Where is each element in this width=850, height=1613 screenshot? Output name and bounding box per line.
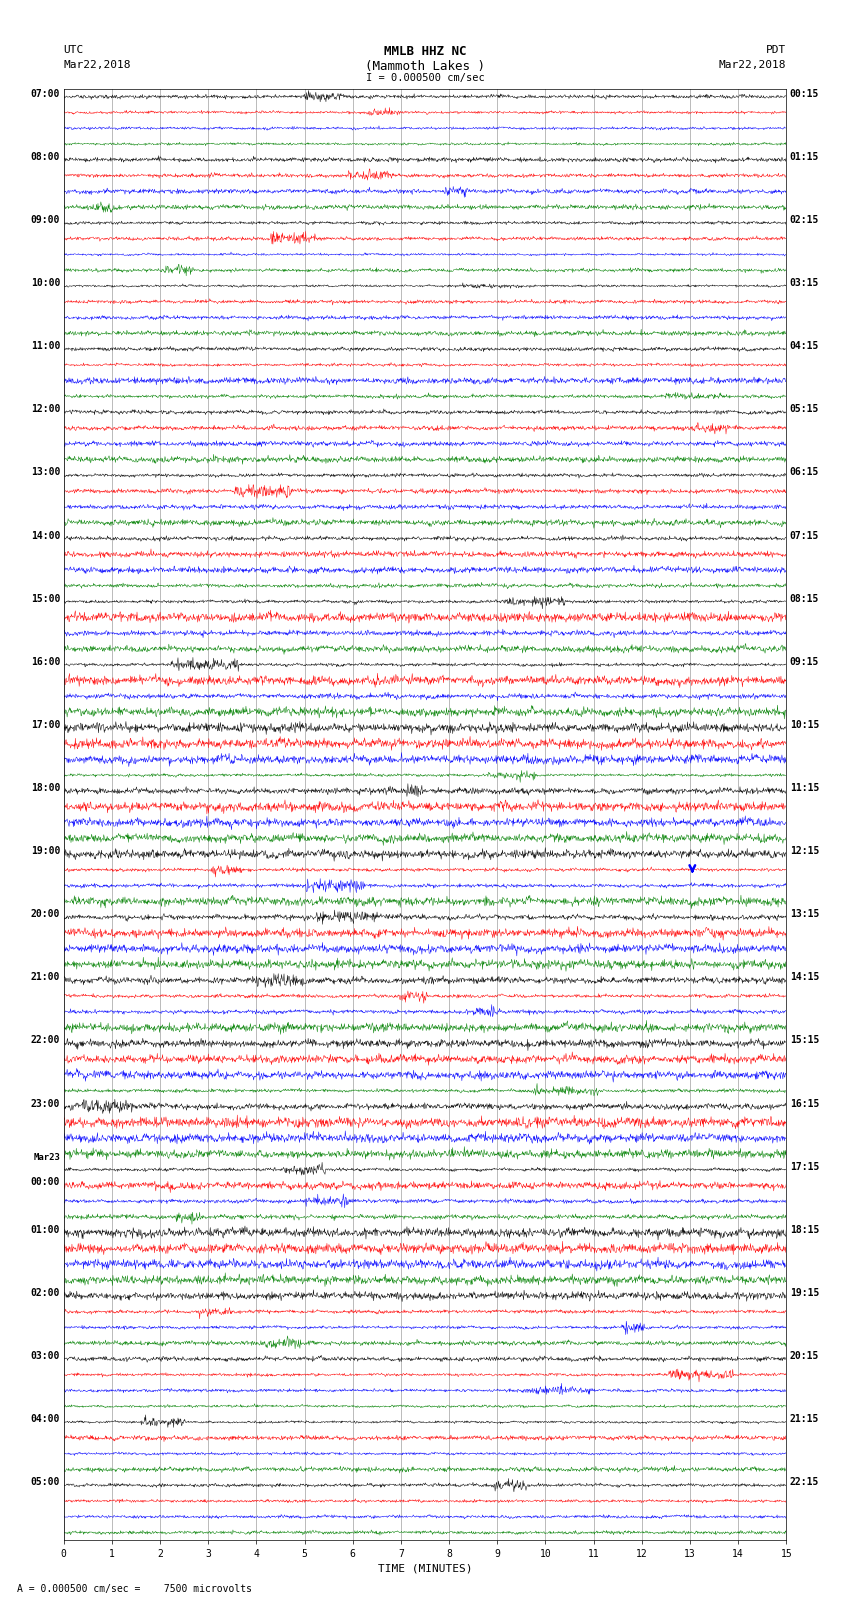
Text: 05:15: 05:15 <box>790 405 819 415</box>
Text: 15:00: 15:00 <box>31 594 60 603</box>
Text: 19:00: 19:00 <box>31 847 60 857</box>
Text: 08:00: 08:00 <box>31 152 60 161</box>
Text: 22:15: 22:15 <box>790 1478 819 1487</box>
Text: (Mammoth Lakes ): (Mammoth Lakes ) <box>365 60 485 73</box>
Text: 02:15: 02:15 <box>790 215 819 224</box>
Text: 17:15: 17:15 <box>790 1161 819 1171</box>
Text: 23:00: 23:00 <box>31 1098 60 1108</box>
Text: Mar22,2018: Mar22,2018 <box>64 60 131 69</box>
Text: 21:00: 21:00 <box>31 973 60 982</box>
Text: 16:15: 16:15 <box>790 1098 819 1108</box>
Text: 10:00: 10:00 <box>31 277 60 289</box>
Text: 14:15: 14:15 <box>790 973 819 982</box>
Text: 17:00: 17:00 <box>31 719 60 731</box>
Text: 14:00: 14:00 <box>31 531 60 540</box>
X-axis label: TIME (MINUTES): TIME (MINUTES) <box>377 1563 473 1574</box>
Text: Mar22,2018: Mar22,2018 <box>719 60 786 69</box>
Text: 11:15: 11:15 <box>790 782 819 794</box>
Text: Mar23: Mar23 <box>33 1153 60 1161</box>
Text: 03:00: 03:00 <box>31 1352 60 1361</box>
Text: 11:00: 11:00 <box>31 342 60 352</box>
Text: 08:15: 08:15 <box>790 594 819 603</box>
Text: 00:15: 00:15 <box>790 89 819 98</box>
Text: 01:15: 01:15 <box>790 152 819 161</box>
Text: 09:15: 09:15 <box>790 656 819 666</box>
Text: 22:00: 22:00 <box>31 1036 60 1045</box>
Text: A = 0.000500 cm/sec =    7500 microvolts: A = 0.000500 cm/sec = 7500 microvolts <box>17 1584 252 1594</box>
Text: I = 0.000500 cm/sec: I = 0.000500 cm/sec <box>366 73 484 82</box>
Text: 05:00: 05:00 <box>31 1478 60 1487</box>
Text: 00:00: 00:00 <box>31 1177 60 1187</box>
Text: 21:15: 21:15 <box>790 1415 819 1424</box>
Text: 20:00: 20:00 <box>31 910 60 919</box>
Text: PDT: PDT <box>766 45 786 55</box>
Text: 02:00: 02:00 <box>31 1287 60 1298</box>
Text: 20:15: 20:15 <box>790 1352 819 1361</box>
Text: 18:00: 18:00 <box>31 782 60 794</box>
Text: 04:00: 04:00 <box>31 1415 60 1424</box>
Text: UTC: UTC <box>64 45 84 55</box>
Text: 09:00: 09:00 <box>31 215 60 224</box>
Text: 12:00: 12:00 <box>31 405 60 415</box>
Text: 19:15: 19:15 <box>790 1287 819 1298</box>
Text: 12:15: 12:15 <box>790 847 819 857</box>
Text: 13:15: 13:15 <box>790 910 819 919</box>
Text: 18:15: 18:15 <box>790 1224 819 1236</box>
Text: 10:15: 10:15 <box>790 719 819 731</box>
Text: 16:00: 16:00 <box>31 656 60 666</box>
Text: 06:15: 06:15 <box>790 468 819 477</box>
Text: 04:15: 04:15 <box>790 342 819 352</box>
Text: 13:00: 13:00 <box>31 468 60 477</box>
Text: 07:00: 07:00 <box>31 89 60 98</box>
Text: MMLB HHZ NC: MMLB HHZ NC <box>383 45 467 58</box>
Text: 15:15: 15:15 <box>790 1036 819 1045</box>
Text: 03:15: 03:15 <box>790 277 819 289</box>
Text: 01:00: 01:00 <box>31 1224 60 1236</box>
Text: 07:15: 07:15 <box>790 531 819 540</box>
